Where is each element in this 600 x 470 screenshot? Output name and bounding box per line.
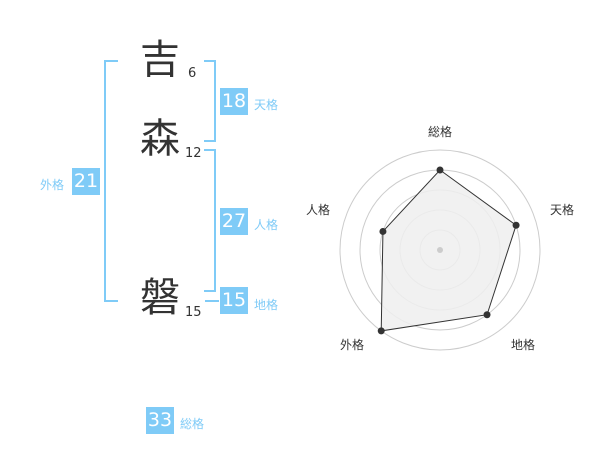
axis-label-tenkaku: 天格 [550, 203, 575, 217]
jinkaku-label: 人格 [254, 218, 279, 232]
radar-point [377, 327, 385, 335]
name-char-2: 森 [140, 116, 180, 162]
radar-point [379, 227, 387, 235]
soukaku-label: 総格 [180, 417, 205, 431]
gaikaku-value: 21 [72, 168, 100, 195]
stroke-count-2: 12 [185, 146, 202, 161]
chikaku-label: 地格 [254, 298, 279, 312]
soukaku-value: 33 [146, 407, 174, 434]
axis-label-gaikaku: 外格 [340, 338, 365, 352]
axis-label-jinkaku: 人格 [306, 203, 331, 217]
jinkaku-bracket [204, 149, 216, 292]
radar-area [380, 169, 517, 332]
radar-ring [339, 149, 541, 351]
axis-label-chikaku: 地格 [511, 338, 536, 352]
stroke-count-3: 15 [185, 305, 202, 320]
tenkaku-label: 天格 [254, 98, 279, 112]
jinkaku-value: 27 [220, 208, 248, 235]
radar-center [437, 247, 443, 253]
radar-point [483, 311, 491, 319]
gaikaku-bracket [104, 60, 118, 302]
chikaku-value: 15 [220, 287, 248, 314]
stroke-count-1: 6 [188, 66, 197, 81]
gaikaku-label: 外格 [40, 178, 65, 192]
tenkaku-bracket [204, 60, 216, 142]
name-char-3: 磐 [140, 275, 180, 321]
tenkaku-value: 18 [220, 88, 248, 115]
radar-point [512, 221, 520, 229]
chikaku-connector [205, 300, 219, 302]
name-char-1: 吉 [140, 37, 180, 83]
axis-label-soukaku: 総格 [428, 125, 453, 139]
radar-point [436, 166, 444, 174]
